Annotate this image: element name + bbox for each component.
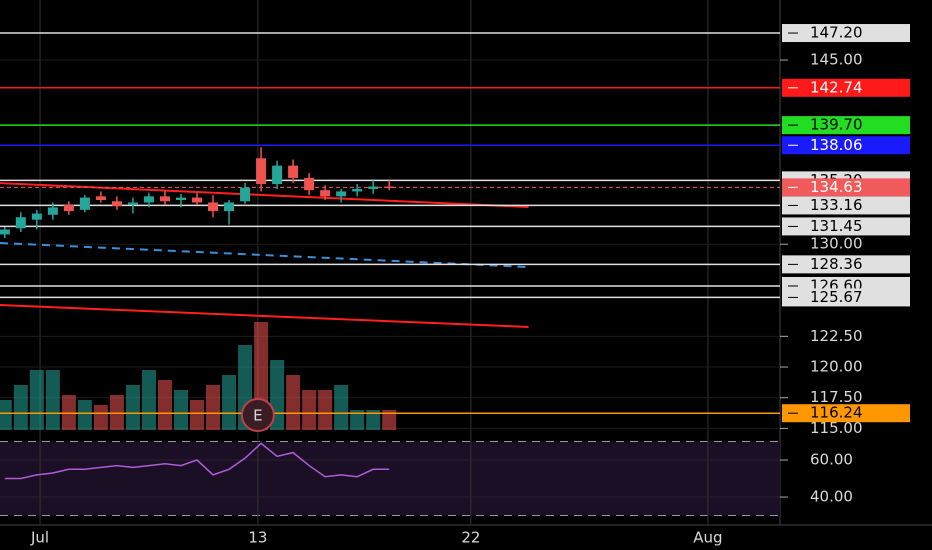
earnings-marker — [240, 398, 275, 432]
y-tick-label: 130.00 — [810, 235, 863, 253]
volume-bar — [141, 370, 156, 430]
price-level-label-box — [782, 404, 910, 423]
x-tick-label: 13 — [248, 529, 267, 547]
price-level-label-box — [782, 178, 910, 197]
candle-body — [15, 217, 26, 229]
volume-bar — [334, 385, 349, 430]
price-level-label-box — [782, 116, 910, 135]
y-tick-label: 40.00 — [810, 488, 853, 506]
volume-bar — [13, 385, 28, 430]
volume-bar — [206, 385, 221, 430]
price-level-label: 138.06 — [810, 136, 863, 154]
earnings-label: E — [253, 407, 262, 425]
y-tick-label: 120.00 — [810, 358, 863, 376]
candle-body — [111, 201, 122, 207]
candle-body — [63, 204, 74, 212]
y-tick-label: 145.00 — [810, 51, 863, 69]
volume-bar — [173, 390, 188, 430]
price-level-label-box — [782, 78, 910, 97]
volume-bar — [286, 375, 301, 430]
candle-body — [47, 207, 58, 215]
volume-bar — [45, 370, 60, 430]
price-level-label: 134.63 — [810, 178, 863, 196]
volume-bar — [77, 400, 92, 430]
candle-body — [127, 202, 138, 205]
candle-body — [368, 186, 379, 189]
volume-bar — [382, 410, 397, 430]
volume-bar — [93, 405, 108, 430]
volume-bar — [0, 400, 12, 430]
price-level-label-box — [782, 288, 910, 307]
price-level-label: 131.45 — [810, 217, 863, 235]
volume-bar — [125, 385, 140, 430]
candle-body — [288, 165, 299, 178]
candle-body — [304, 177, 315, 191]
x-tick-label: Jul — [30, 529, 49, 547]
candle-body — [143, 196, 154, 203]
volume-bar — [190, 400, 205, 430]
candle-body — [79, 197, 90, 210]
price-level-label-box — [782, 255, 910, 274]
candle-body — [31, 213, 42, 220]
rsi-pane — [0, 441, 780, 516]
candle-body — [0, 229, 10, 235]
trendline — [0, 182, 529, 209]
price-level-label-box — [782, 217, 910, 236]
candle-body — [95, 196, 106, 201]
candle-body — [159, 196, 170, 202]
candle-body — [256, 158, 267, 185]
price-level-label: 128.36 — [810, 255, 863, 273]
candle-body — [272, 165, 283, 185]
candle-body — [208, 202, 219, 212]
trendline — [0, 242, 529, 269]
candle-body — [224, 202, 235, 212]
trendline — [0, 304, 529, 328]
y-tick-label: 117.50 — [810, 388, 863, 406]
y-tick-label: 115.00 — [810, 419, 863, 437]
x-tick-label: 22 — [461, 529, 480, 547]
price-level-label: 116.24 — [810, 404, 863, 422]
y-tick-label: 60.00 — [810, 451, 853, 469]
price-level-label: 142.74 — [810, 78, 863, 96]
price-level-label: 139.70 — [810, 116, 863, 134]
volume-bar — [302, 390, 317, 430]
rsi-line — [4, 442, 390, 480]
candle-body — [336, 191, 347, 197]
volume-bar — [29, 370, 44, 430]
price-level-label-box — [782, 196, 910, 215]
y-tick-label: 122.50 — [810, 327, 863, 345]
x-tick-label: Aug — [693, 529, 722, 547]
price-level-label-box — [782, 136, 910, 155]
volume-bar — [157, 380, 172, 430]
price-level-label-box — [782, 24, 910, 43]
price-level-label: 125.67 — [810, 288, 863, 306]
candle-body — [384, 186, 395, 189]
candle-body — [240, 187, 251, 202]
volume-bar — [366, 410, 381, 430]
price-level-label: 133.16 — [810, 196, 863, 214]
volume-bar — [350, 410, 365, 430]
candle-body — [352, 188, 363, 192]
candle-body — [175, 197, 186, 201]
price-level-label: 147.20 — [810, 24, 863, 42]
candle-body — [192, 197, 203, 203]
volume-bar — [318, 390, 333, 430]
volume-bar — [222, 375, 237, 430]
candle-body — [320, 190, 331, 197]
